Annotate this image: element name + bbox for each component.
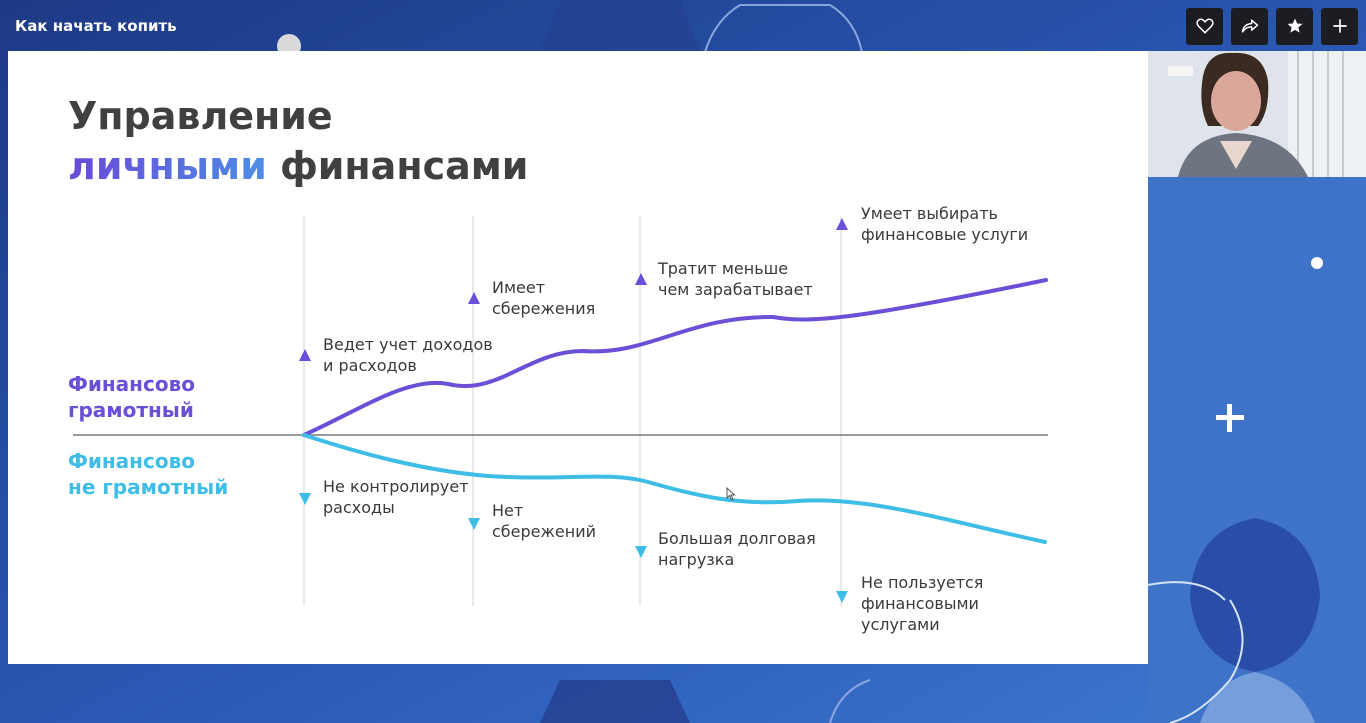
mouse-cursor-icon xyxy=(726,487,736,501)
slide-diagram xyxy=(73,216,1048,606)
literate-label: Финансово грамотный xyxy=(68,371,268,423)
literate-note: Умеет выбирать финансовые услуги xyxy=(861,203,1028,245)
top-bar: Как начать копить xyxy=(0,0,1366,52)
share-button[interactable] xyxy=(1231,7,1268,45)
illiterate-note: Не пользуется финансовыми услугами xyxy=(861,572,983,635)
literate-note: Тратит меньше чем зарабатывает xyxy=(658,258,813,300)
literate-label-line1: Финансово xyxy=(68,372,195,396)
down-triangle-icon xyxy=(836,591,848,603)
note-line: Не пользуется xyxy=(861,573,984,592)
down-triangle-icon xyxy=(635,546,647,558)
add-button[interactable] xyxy=(1321,7,1358,45)
note-line: финансовые услуги xyxy=(861,225,1029,244)
illiterate-curve xyxy=(302,433,1047,544)
down-triangle-icon xyxy=(299,493,311,505)
literate-note: Ведет учет доходов и расходов xyxy=(323,334,493,376)
illiterate-label: Финансово не грамотный xyxy=(68,448,268,500)
illiterate-note: Не контролирует расходы xyxy=(323,476,469,518)
note-line: Имеет xyxy=(492,278,546,297)
illiterate-label-line1: Финансово xyxy=(68,449,195,473)
presenter-webcam xyxy=(1148,51,1366,177)
illiterate-note: Большая долговая нагрузка xyxy=(658,528,816,570)
note-line: нагрузка xyxy=(658,550,735,569)
up-triangle-icon xyxy=(468,292,480,304)
note-line: Умеет выбирать xyxy=(861,204,998,223)
note-line: сбережения xyxy=(492,299,596,318)
down-triangle-icon xyxy=(468,518,480,530)
title-line-2: личными финансами xyxy=(68,141,528,191)
star-icon xyxy=(1287,18,1302,33)
illiterate-label-line2: не грамотный xyxy=(68,475,229,499)
favorite-button[interactable] xyxy=(1276,7,1313,45)
title-line-1: Управление xyxy=(68,94,333,138)
note-line: Тратит меньше xyxy=(658,259,789,278)
note-line: сбережений xyxy=(492,522,597,541)
up-triangle-icon xyxy=(635,273,647,285)
note-line: Большая долговая xyxy=(658,529,816,548)
literate-label-line2: грамотный xyxy=(68,398,194,422)
up-triangle-icon xyxy=(836,218,848,230)
heart-icon xyxy=(1195,18,1214,34)
video-title: Как начать копить xyxy=(15,17,177,35)
note-line: услугами xyxy=(861,615,940,634)
plus-icon xyxy=(1332,19,1347,33)
note-line: и расходов xyxy=(323,356,417,375)
literate-curve xyxy=(302,278,1048,437)
share-icon xyxy=(1241,19,1258,33)
title-accent: личными xyxy=(68,144,267,188)
up-triangle-icon xyxy=(299,349,311,361)
note-line: финансовыми xyxy=(861,594,979,613)
note-line: Нет xyxy=(492,501,524,520)
like-button[interactable] xyxy=(1186,7,1223,45)
literate-note: Имеет сбережения xyxy=(492,277,595,319)
illiterate-note: Нет сбережений xyxy=(492,500,596,542)
slide-title: Управление личными финансами xyxy=(68,91,528,191)
presentation-slide: Управление личными финансами Финансово г… xyxy=(8,51,1148,664)
note-line: чем зарабатывает xyxy=(658,280,813,299)
note-line: Не контролирует xyxy=(323,477,469,496)
note-line: расходы xyxy=(323,498,395,517)
toolbar xyxy=(1186,7,1358,45)
note-line: Ведет учет доходов xyxy=(323,335,493,354)
title-rest: финансами xyxy=(280,144,529,188)
